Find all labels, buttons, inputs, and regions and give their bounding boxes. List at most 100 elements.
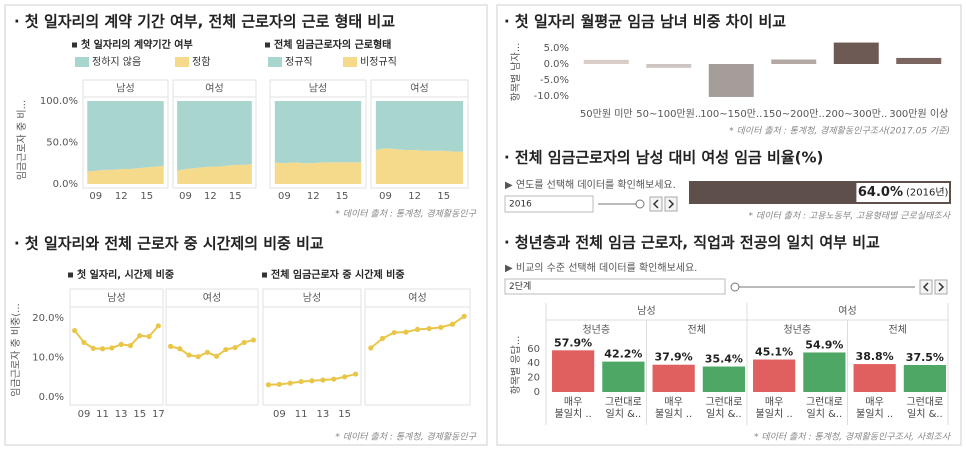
x-tick-label: 15	[336, 191, 349, 202]
point	[276, 381, 282, 387]
point	[461, 313, 467, 319]
chevron-icon	[938, 282, 945, 292]
panel-frame	[165, 288, 259, 406]
x-tick-label: 150~200만..	[763, 108, 825, 120]
x-tick-label: 15	[338, 409, 351, 420]
chart-subtitle: 첫 일자리, 시간제 비중	[77, 268, 174, 281]
subgroup-header: 전체	[889, 324, 907, 336]
category-label: 그런대로 일치 &..	[906, 397, 944, 420]
panel-frame	[262, 288, 362, 406]
x-tick-label: 17	[152, 409, 165, 420]
point	[287, 380, 293, 386]
subgroup-header: 청년층	[582, 324, 610, 336]
legend-label: 정하지 않음	[92, 55, 141, 68]
bar	[833, 42, 879, 64]
x-tick-label: 09	[89, 191, 102, 202]
area	[274, 101, 362, 164]
point	[177, 346, 183, 352]
instruction: ▶ 연도를 선택해 데이터를 확인해보세요.	[505, 178, 676, 191]
level-dropdown[interactable]	[504, 278, 726, 295]
point	[168, 343, 174, 349]
y-axis-label: 임금근로자 중 비...	[15, 100, 28, 180]
subtitle-bullet	[68, 272, 73, 278]
step-button[interactable]	[919, 279, 933, 295]
x-tick-label: 11	[96, 409, 109, 420]
x-tick-label: 50만원 미만	[580, 108, 633, 120]
point	[118, 341, 124, 348]
x-tick-label: 13	[317, 409, 330, 420]
line	[170, 339, 254, 358]
category-label: 그런대로 일치 &..	[705, 397, 743, 420]
x-tick-label: 12	[307, 191, 320, 202]
bar	[896, 57, 942, 64]
source-note: * 데이터 출처 : 고용노동부, 고용형태별 근로실태조사	[749, 211, 952, 222]
y-axis-label: 항목별 응답...	[510, 336, 522, 395]
point	[403, 329, 409, 335]
y-tick-label: 20	[527, 373, 540, 384]
step-button[interactable]	[649, 196, 663, 212]
panel-frame	[82, 79, 169, 189]
area	[375, 101, 464, 152]
slider-knob[interactable]	[635, 199, 645, 209]
section-title: · 첫 일자리의 계약 기간 여부, 전체 근로자의 근로 형태 비교	[14, 13, 395, 31]
step-button[interactable]	[664, 196, 678, 212]
panel-header: 남성	[107, 292, 125, 304]
y-axis-label: 임금근로자 중 비중(...	[9, 303, 22, 396]
point	[352, 371, 359, 377]
y-tick-label: 0.0%	[544, 59, 569, 70]
subtitle-bullet	[72, 42, 77, 48]
subtitle-bullet	[262, 272, 267, 278]
point	[309, 378, 315, 384]
x-tick-label: 15	[133, 409, 146, 420]
line	[370, 315, 465, 349]
bar	[708, 64, 754, 97]
point	[72, 327, 78, 334]
y-tick-label: 0	[534, 387, 540, 398]
panel-header: 여성	[408, 292, 426, 304]
area	[274, 162, 362, 184]
bar	[771, 59, 817, 64]
subgroup-header: 청년층	[783, 324, 811, 336]
y-tick-label: 40	[527, 358, 540, 369]
value-label: 37.9%	[655, 351, 693, 364]
y-tick-label: 50.0%	[46, 138, 78, 149]
point	[391, 329, 397, 336]
panel-frame	[172, 79, 257, 189]
panel-header: 남성	[116, 83, 134, 95]
point	[127, 342, 134, 349]
legend-label: 비정규직	[360, 56, 397, 68]
right-panel	[496, 4, 962, 446]
subtitle-bullet	[265, 42, 270, 48]
point	[449, 321, 456, 327]
x-tick-label: 15	[229, 191, 242, 202]
point	[155, 323, 161, 329]
group-header: 남성	[637, 305, 655, 317]
panel-frame	[370, 79, 469, 189]
x-tick-label: 15	[437, 191, 450, 202]
section-title: · 청년층과 전체 임금 근로자, 직업과 전공의 일치 여부 비교	[504, 234, 880, 252]
x-tick-label: 11	[295, 409, 308, 420]
value-label: 35.4%	[705, 353, 743, 366]
meter-value-label: 64.0%	[858, 185, 903, 200]
point	[379, 335, 386, 342]
year-input[interactable]	[504, 195, 594, 213]
x-tick-label: 300만원 이상	[889, 108, 948, 120]
panel-frame	[364, 288, 471, 406]
value-label: 37.5%	[906, 351, 944, 364]
step-button[interactable]	[934, 279, 948, 295]
point	[90, 345, 96, 351]
source-note: * 데이터 출처 : 통계청, 경제활동인구	[335, 432, 476, 443]
bar	[903, 365, 946, 392]
slider-knob[interactable]	[730, 282, 740, 292]
point	[368, 345, 374, 351]
point	[81, 339, 87, 346]
category-label: 그런대로 일치 &..	[604, 397, 642, 420]
value-label: 57.9%	[554, 336, 592, 349]
year-input-value: 2016	[509, 200, 532, 210]
point	[232, 344, 238, 351]
value-label: 54.9%	[805, 338, 843, 351]
legend-label: 정규직	[285, 56, 313, 68]
category-label: 매우 불일치 ..	[655, 397, 693, 420]
bar	[552, 350, 595, 392]
